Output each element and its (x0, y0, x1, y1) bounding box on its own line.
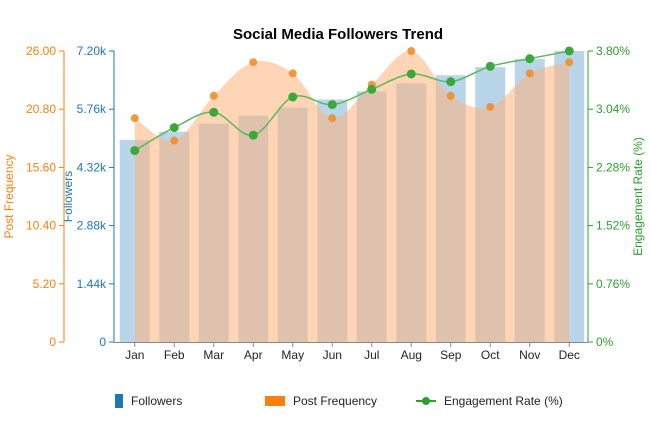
engagement-point-feb (169, 123, 179, 133)
post-frequency-point-nov (525, 69, 534, 78)
engagement-point-jun (327, 100, 337, 110)
x-tick-label-apr: Apr (244, 348, 263, 362)
post-frequency-area (134, 50, 570, 343)
legend-swatch-followers (115, 394, 123, 408)
engagement-point-dec (564, 46, 574, 56)
x-tick-label-feb: Feb (164, 348, 185, 362)
post-frequency-point-aug (407, 47, 416, 55)
legend-label-followers: Followers (131, 394, 183, 408)
followers-tick-label-0: 0 (99, 335, 106, 349)
x-tick-label-nov: Nov (519, 348, 540, 362)
legend-label-post-frequency: Post Frequency (293, 394, 378, 408)
engagement-point-nov (525, 54, 535, 64)
engagement-point-sep (446, 77, 456, 87)
plot-area (119, 46, 585, 343)
post-frequency-point-apr (249, 58, 258, 67)
engagement-point-jan (130, 146, 140, 156)
x-tick-label-mar: Mar (203, 348, 224, 362)
engagement-point-oct (485, 61, 495, 71)
x-tick-label-oct: Oct (481, 348, 500, 362)
legend-item-engagement-rate[interactable]: Engagement Rate (%) (416, 394, 563, 408)
x-tick-label-aug: Aug (401, 348, 422, 362)
engagement-point-aug (406, 69, 416, 79)
engagement-point-mar (209, 107, 219, 117)
followers-axis-title: Followers (61, 171, 75, 222)
post_frequency-tick-label-3: 15.60 (26, 160, 56, 174)
followers-tick-label-3: 4.32k (77, 160, 107, 174)
engagement-axis-title: Engagement Rate (%) (631, 137, 645, 256)
post-frequency-point-feb (170, 136, 179, 145)
post-frequency-point-dec (565, 58, 574, 67)
legend-swatch-engagement-rate (416, 396, 436, 406)
engagement-point-apr (248, 130, 258, 140)
legend: Followers Post Frequency Engagement Rate… (0, 394, 650, 414)
post_frequency-axis-title: Post Frequency (2, 154, 16, 238)
legend-item-followers[interactable]: Followers (115, 394, 182, 408)
x-tick-label-may: May (281, 348, 304, 362)
x-tick-label-jul: Jul (364, 348, 379, 362)
followers-tick-label-1: 1.44k (77, 277, 107, 291)
legend-item-post-frequency[interactable]: Post Frequency (265, 394, 377, 408)
post-frequency-point-may (288, 69, 297, 78)
engagement-tick-label-5: 3.80% (596, 44, 630, 58)
post_frequency-tick-label-0: 0 (49, 335, 56, 349)
chart-title: Social Media Followers Trend (233, 26, 443, 43)
followers-tick-label-4: 5.76k (77, 102, 107, 116)
post_frequency-tick-label-1: 5.20 (33, 277, 57, 291)
followers-tick-label-2: 2.88k (77, 219, 107, 233)
post-frequency-point-jun (328, 114, 337, 123)
post-frequency-point-sep (446, 91, 455, 100)
followers-tick-label-5: 7.20k (77, 44, 107, 58)
post_frequency-tick-label-2: 10.40 (26, 219, 56, 233)
x-tick-label-jan: Jan (125, 348, 144, 362)
post_frequency-tick-label-5: 26.00 (26, 44, 56, 58)
post-frequency-point-mar (209, 91, 218, 100)
x-tick-label-sep: Sep (440, 348, 462, 362)
legend-swatch-post-frequency (265, 396, 285, 406)
x-tick-label-dec: Dec (559, 348, 580, 362)
engagement-tick-label-1: 0.76% (596, 277, 630, 291)
engagement-point-jul (367, 84, 377, 94)
legend-label-engagement-rate: Engagement Rate (%) (444, 394, 563, 408)
engagement-tick-label-4: 3.04% (596, 102, 630, 116)
engagement-tick-label-0: 0% (596, 335, 614, 349)
x-tick-label-jun: Jun (323, 348, 342, 362)
post-frequency-point-jan (130, 114, 139, 123)
engagement-point-may (288, 92, 298, 102)
axes: Jan Feb Mar Apr May Jun Jul Aug Sep Oct Nov Dec 0 1.4… (2, 44, 645, 362)
engagement-tick-label-2: 1.52% (596, 219, 630, 233)
post_frequency-tick-label-4: 20.80 (26, 102, 56, 116)
post-frequency-point-oct (486, 102, 495, 111)
engagement-tick-label-3: 2.28% (596, 160, 630, 174)
